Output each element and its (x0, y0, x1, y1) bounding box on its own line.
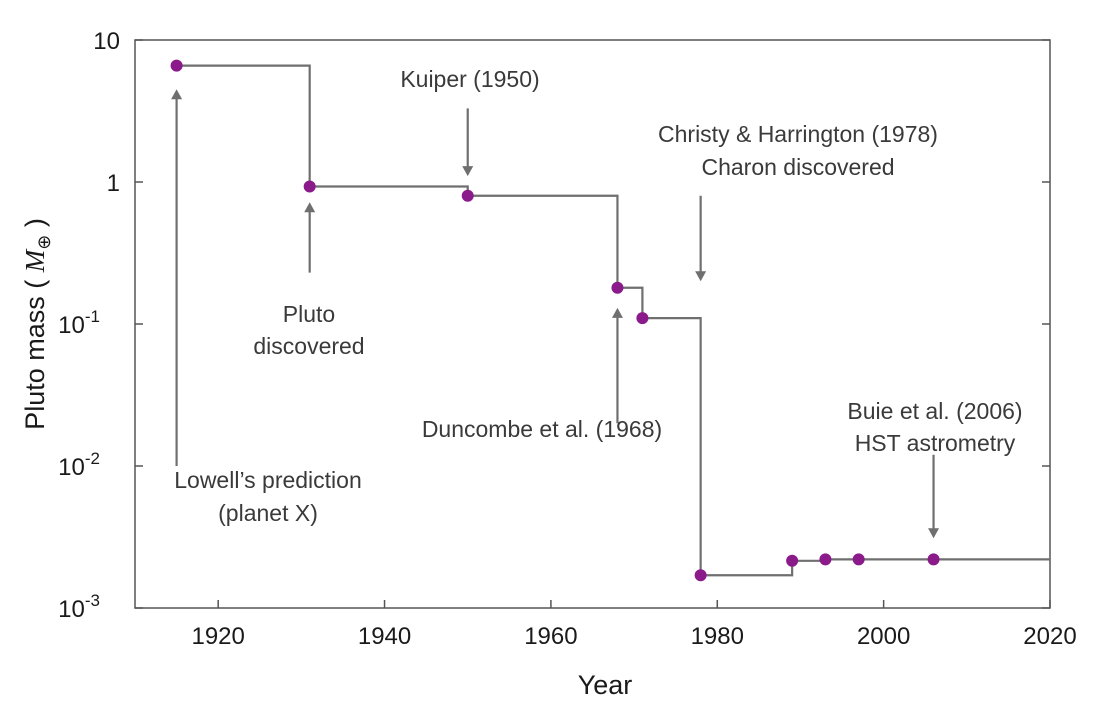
y-tick-label: 10 (93, 28, 120, 55)
y-axis-title-subscript: ⊕ (34, 235, 54, 250)
data-points (170, 59, 940, 582)
y-tick-label-base: 10 (58, 596, 85, 623)
annotation-label: Lowell’s prediction (174, 467, 362, 493)
data-point-1968 (611, 281, 624, 294)
x-axis-title: Year (578, 670, 633, 700)
data-point-1931 (303, 180, 316, 193)
data-point-1950 (461, 189, 474, 202)
data-point-1989 (786, 554, 799, 567)
y-axis-title: Pluto mass ( M⊕ ) (20, 218, 54, 430)
y-tick-label: 1 (107, 170, 120, 197)
annotation-label: Pluto (283, 301, 335, 327)
annotation-label: discovered (253, 333, 364, 359)
annotation-label: Buie et al. (2006) (847, 398, 1022, 424)
y-tick-label: 10-1 (58, 307, 100, 339)
x-tick-label-2020: 2020 (1023, 623, 1076, 650)
annotation-arrow-head (171, 89, 183, 100)
annotation-arrow-head (695, 271, 707, 282)
data-point-1993 (819, 553, 832, 566)
annotation-arrow-head (928, 528, 940, 539)
y-axis-title-symbol: M (20, 248, 50, 273)
data-point-1978 (694, 569, 707, 582)
y-tick-label-exponent: -3 (85, 591, 100, 610)
y-tick-label: 10-2 (58, 449, 100, 481)
y-tick-label-base: 10 (58, 454, 85, 481)
y-axis-title-text: Pluto mass ( (20, 272, 50, 430)
y-tick-label-exponent: -1 (85, 307, 100, 326)
annotation-arrow-head (611, 307, 623, 318)
data-point-1971 (636, 312, 649, 325)
annotation-label: HST astrometry (855, 430, 1016, 456)
annotation-arrow-head (304, 202, 316, 213)
annotation-arrow-head (462, 166, 474, 177)
x-axis: 1920 1940 1960 1980 2000 2020 (191, 600, 1077, 650)
annotation-label: Christy & Harrington (1978) (658, 121, 938, 147)
annotation-label: Duncombe et al. (1968) (422, 416, 662, 442)
annotation-label: (planet X) (218, 500, 318, 526)
y-tick-label: 10-3 (58, 591, 100, 623)
y-tick-label-base: 10 (58, 312, 85, 339)
y-tick-label-exponent: -2 (85, 449, 100, 468)
x-tick-label-1920: 1920 (191, 623, 244, 650)
x-tick-label-2000: 2000 (857, 623, 910, 650)
data-point-1915 (170, 59, 183, 72)
x-tick-label-1940: 1940 (358, 623, 411, 650)
x-tick-label-1980: 1980 (691, 623, 744, 650)
data-point-2006 (927, 553, 940, 566)
annotation-label: Charon discovered (701, 154, 894, 180)
y-axis-title-close: ) (20, 218, 50, 235)
x-tick-label-1960: 1960 (524, 623, 577, 650)
annotation-label: Kuiper (1950) (400, 66, 539, 92)
data-point-1997 (852, 553, 865, 566)
annotations: Lowell’s prediction (planet X) Pluto discov… (174, 66, 1022, 526)
annotation-arrows (171, 89, 940, 539)
